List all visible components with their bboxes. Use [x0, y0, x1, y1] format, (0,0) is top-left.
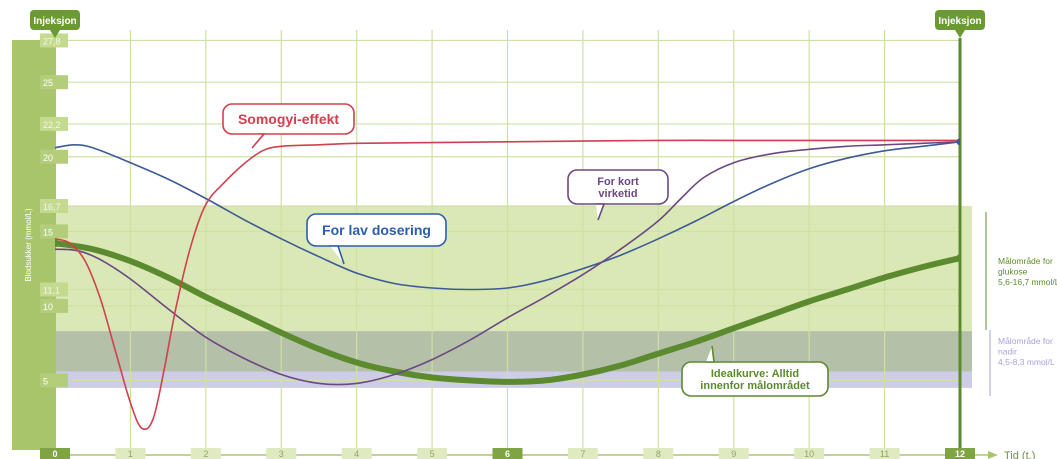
callout-pointer-outline	[596, 203, 606, 221]
callout-pointer	[330, 246, 344, 264]
x-tick-label: 5	[430, 449, 435, 459]
y-axis-label: Blodsukker (mmol/L)	[24, 208, 33, 282]
series-line-kort-virketid	[55, 141, 960, 386]
x-tick-box	[266, 448, 297, 459]
callout-box	[222, 103, 355, 135]
y-tick-label: 11,1	[43, 285, 60, 295]
x-tick-box	[492, 448, 523, 459]
y-tick-label: 16,7	[43, 202, 61, 212]
x-tick-label: 11	[880, 449, 889, 459]
annotation-somogyi-label: Somogyi-effekt	[222, 103, 355, 149]
x-tick-box	[40, 448, 70, 459]
x-tick-label: 8	[656, 449, 661, 459]
x-tick-label: 2	[203, 449, 208, 459]
series-lines	[55, 138, 960, 431]
injection-marker	[935, 10, 985, 30]
x-tick-box	[794, 448, 825, 459]
y-tick-box	[40, 116, 68, 131]
series-line-ideal	[55, 240, 960, 385]
callout-text: Idealkurve: Alltid	[711, 368, 799, 380]
callout-pointer-outline	[330, 245, 345, 265]
y-tick-box	[40, 224, 68, 239]
target-band-overlap	[55, 331, 972, 372]
ideal-end-dot	[956, 254, 960, 263]
injection-marker-pointer	[955, 30, 965, 38]
y-tick-label: 27,8	[43, 36, 61, 46]
injection-marker-pointer	[50, 30, 60, 38]
series-line-somogyi	[55, 139, 960, 431]
range-legend-text: Målområde for	[998, 336, 1053, 346]
series-line-lav-dosering	[55, 141, 960, 291]
y-tick-box	[40, 75, 68, 90]
y-tick-box	[40, 33, 68, 48]
x-tick-label: 0	[52, 449, 57, 459]
injection-marker	[30, 10, 80, 30]
injection-label: Injeksjon	[33, 16, 76, 27]
x-tick-label: 12	[955, 449, 965, 459]
range-legend-text: glukose	[998, 267, 1028, 277]
x-tick-label: 6	[505, 449, 510, 459]
callout-text: Somogyi-effekt	[238, 111, 339, 127]
grid	[55, 30, 960, 455]
y-tick-box	[40, 282, 68, 297]
y-tick-label: 25	[43, 78, 53, 88]
callout-box	[681, 361, 829, 397]
annotations: Somogyi-effekt For lav dosering For kortvi…	[222, 103, 829, 397]
callout-text: virketid	[598, 188, 637, 200]
callout-box	[306, 213, 447, 247]
callout-box	[567, 169, 669, 205]
range-legend-text: Målområde for	[998, 256, 1053, 266]
injection-label: Injeksjon	[938, 16, 981, 27]
x-tick-label: 7	[580, 449, 585, 459]
callout-pointer-outline	[706, 345, 715, 363]
x-tick-label: 9	[731, 449, 736, 459]
range-legend-text: 5,6-16,7 mmol/L	[998, 277, 1057, 287]
y-tick-box	[40, 298, 68, 313]
x-tick-box	[643, 448, 674, 459]
range-legend-text: nadir	[998, 347, 1017, 357]
callout-text: innenfor målområdet	[700, 380, 810, 392]
x-tick-box	[115, 448, 146, 459]
x-tick-label: 3	[279, 449, 284, 459]
x-tick-box	[945, 448, 975, 459]
x-axis-label: Tid (t.)	[1004, 450, 1035, 459]
callout-text: For kort	[597, 176, 639, 188]
y-tick-label: 5	[43, 376, 48, 386]
x-tick-box	[417, 448, 448, 459]
x-tick-box	[718, 448, 749, 459]
y-tick-label: 15	[43, 227, 53, 237]
end-dot	[956, 138, 960, 146]
y-tick-box	[40, 149, 68, 164]
x-tick-label: 1	[128, 449, 133, 459]
y-tick-box	[40, 373, 68, 388]
target-bands	[55, 205, 972, 388]
x-tick-box	[567, 448, 598, 459]
ideal-start-dot	[55, 239, 59, 248]
callout-text: For lav dosering	[322, 222, 431, 238]
x-tick-box	[869, 448, 900, 459]
y-tick-label: 20	[43, 153, 53, 163]
x-tick-label: 10	[804, 449, 814, 459]
x-tick-box	[341, 448, 372, 459]
y-tick-box	[40, 198, 68, 213]
x-tick-label: 4	[354, 449, 359, 459]
y-tick-label: 10	[43, 302, 53, 312]
annotation-lav-dosering-label: For lav dosering	[306, 213, 447, 265]
x-tick-box	[190, 448, 221, 459]
callout-pointer-outline	[251, 133, 266, 149]
x-axis-arrow	[988, 451, 998, 459]
range-legend-text: 4,5-8,3 mmol/L	[998, 357, 1055, 367]
y-axis-bar	[12, 40, 56, 450]
y-tick-label: 22,2	[43, 120, 61, 130]
